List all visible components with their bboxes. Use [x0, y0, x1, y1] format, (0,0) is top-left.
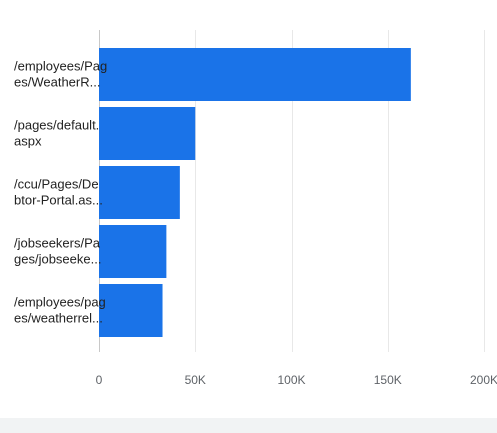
category-label: ges/jobseeke...: [14, 252, 101, 267]
bars: [99, 48, 411, 337]
category-label: /employees/pag: [14, 295, 106, 310]
bar[interactable]: [99, 166, 180, 219]
bar[interactable]: [99, 284, 163, 337]
bar[interactable]: [99, 48, 411, 101]
x-tick-label: 0: [96, 373, 103, 387]
bar[interactable]: [99, 107, 196, 160]
x-axis-ticks: 0 50K 100K 150K 200K: [96, 373, 497, 387]
category-label: /pages/default.: [14, 118, 99, 133]
x-tick-label: 150K: [374, 373, 402, 387]
category-label: btor-Portal.as...: [14, 193, 103, 208]
category-label: es/weatherrel...: [14, 311, 103, 326]
category-label: /ccu/Pages/De: [14, 177, 99, 192]
x-tick-label: 100K: [277, 373, 305, 387]
x-tick-label: 50K: [185, 373, 206, 387]
category-labels: /employees/Pages/WeatherR... /pages/defau…: [14, 59, 107, 326]
x-tick-label: 200K: [470, 373, 497, 387]
footer-band: [0, 418, 497, 433]
category-label: aspx: [14, 134, 42, 149]
category-label: /employees/Pag: [14, 59, 107, 74]
bar[interactable]: [99, 225, 167, 278]
category-label: /jobseekers/Pa: [14, 236, 101, 251]
category-label: es/WeatherR...: [14, 75, 100, 90]
